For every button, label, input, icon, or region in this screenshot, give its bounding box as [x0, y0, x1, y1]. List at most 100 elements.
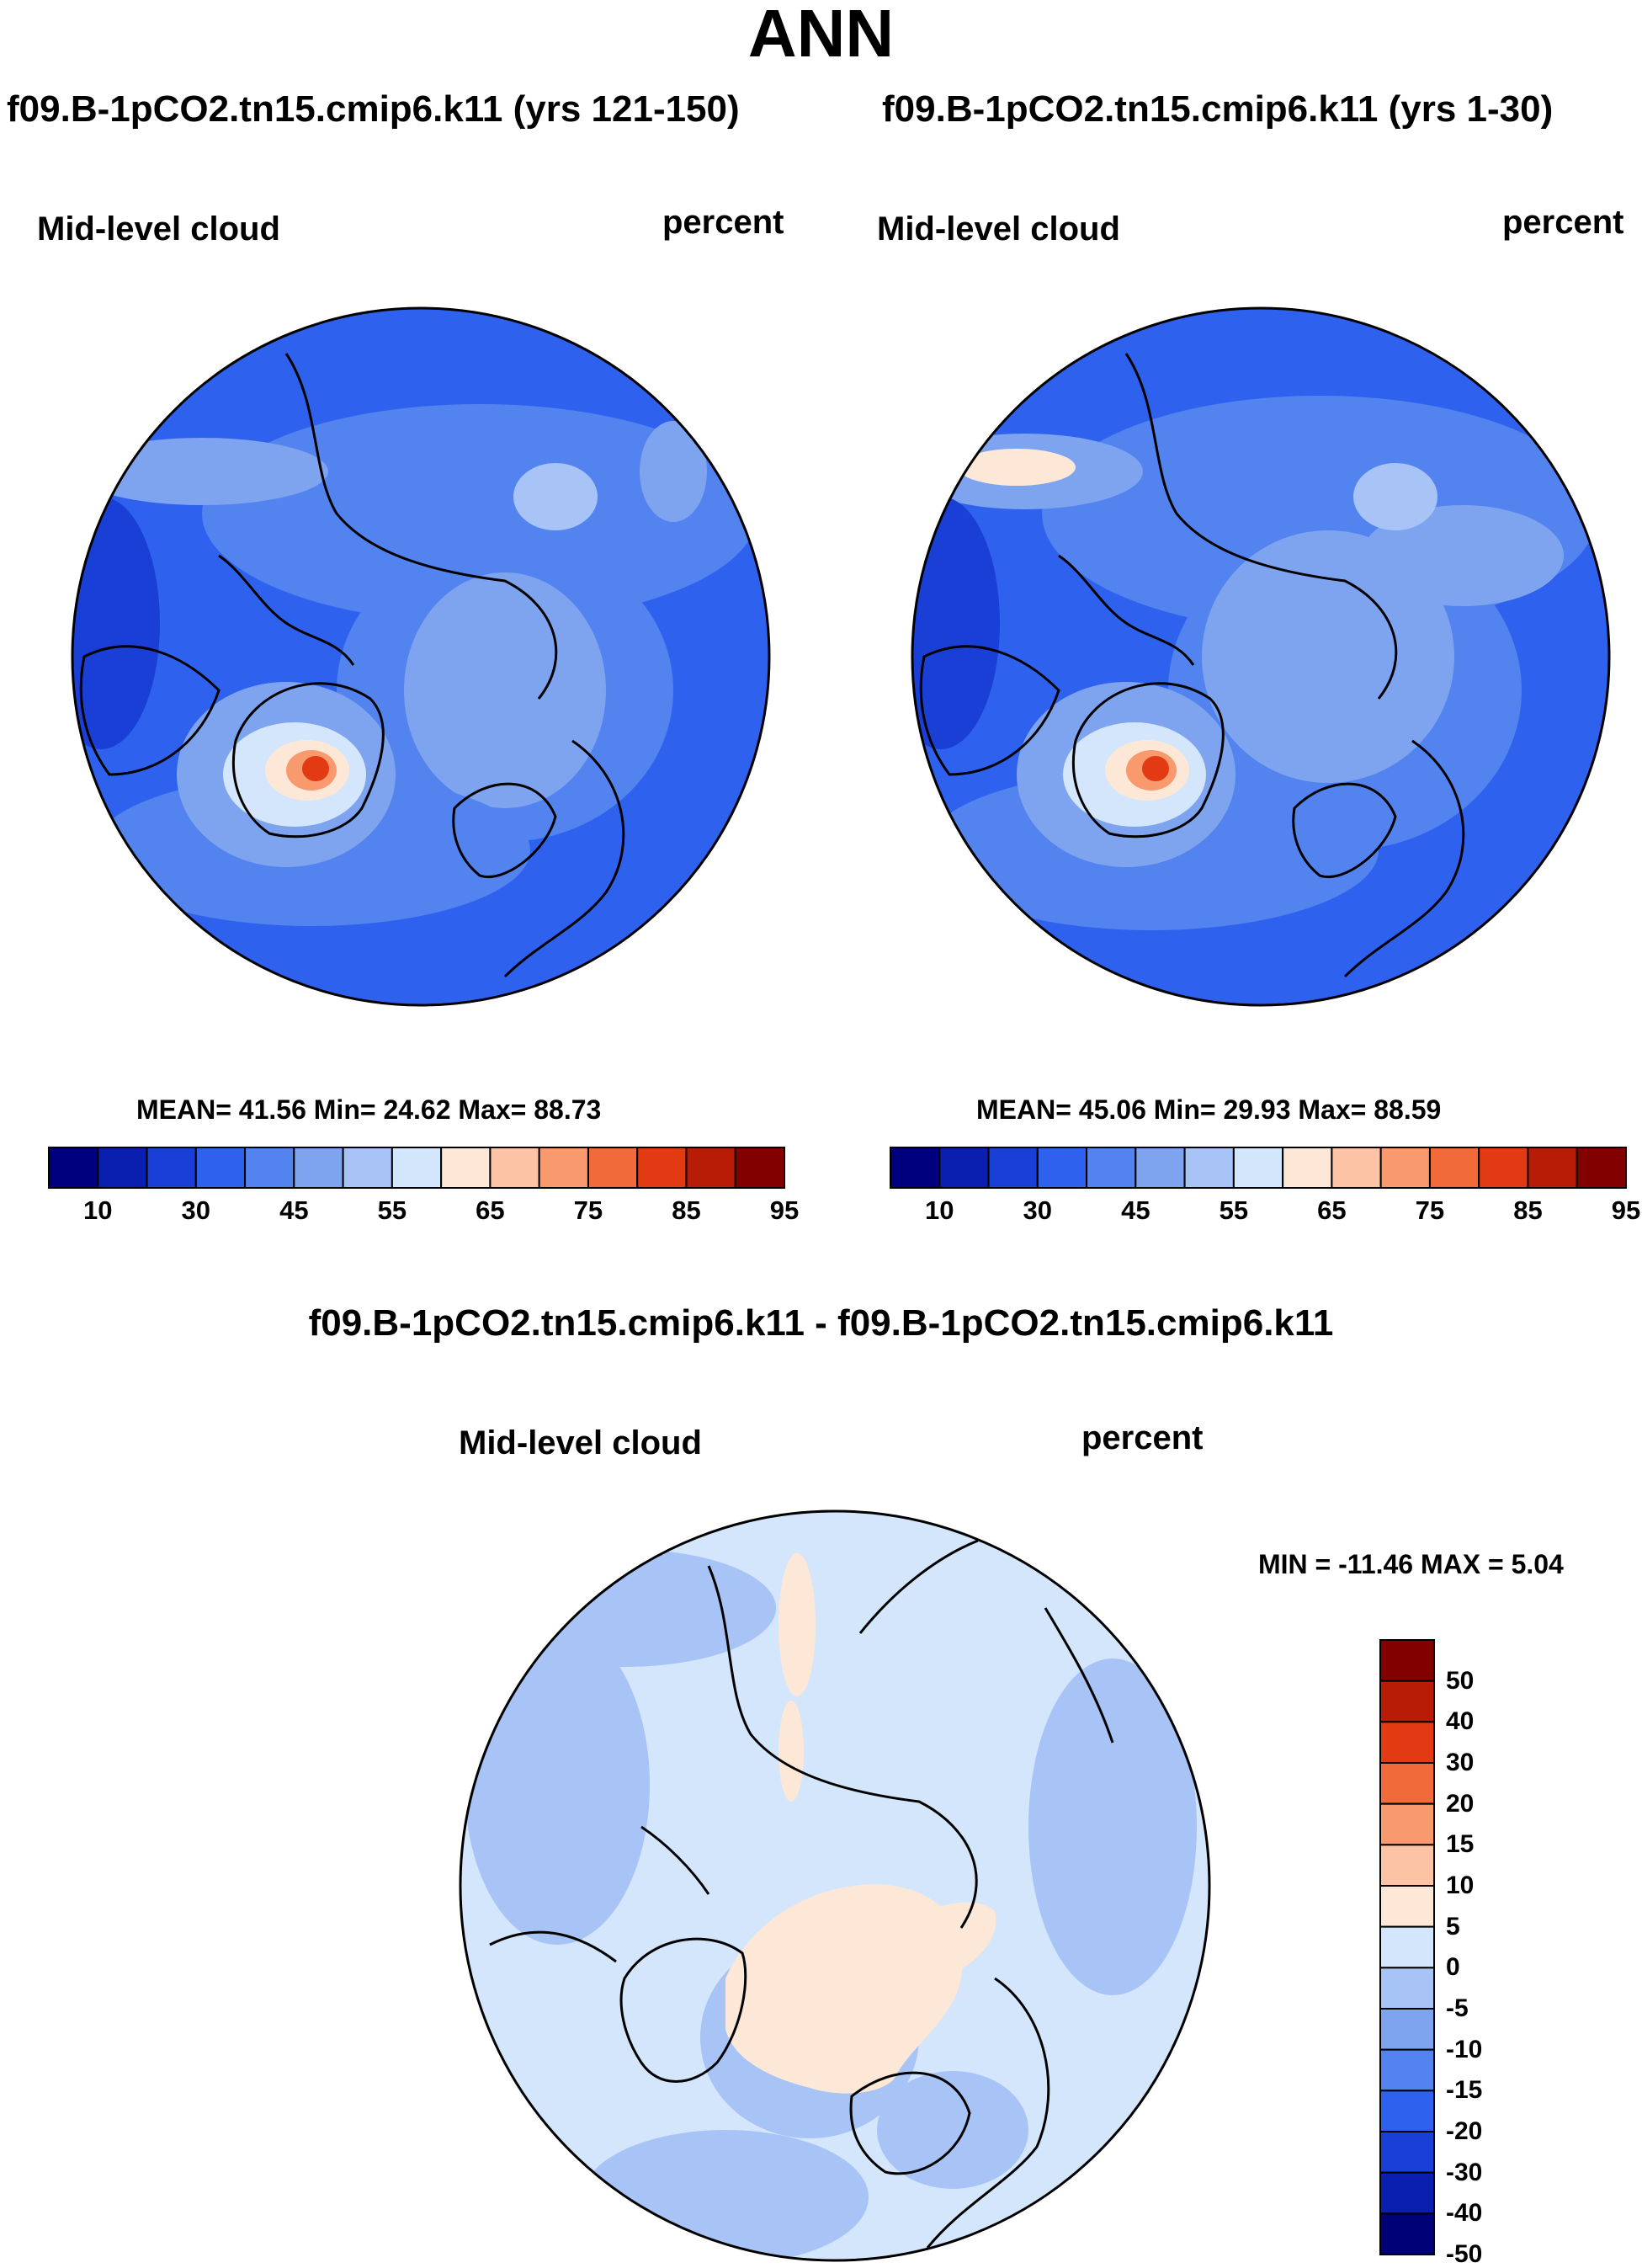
map2-boundary	[911, 306, 1611, 1007]
colorbar-box	[1379, 1802, 1435, 1846]
colorbar-box	[1379, 1639, 1435, 1682]
map1-coastline	[231, 682, 385, 839]
colorbar-tick-label: -10	[1446, 2035, 1483, 2063]
colorbar-tick-label: 50	[1446, 1666, 1475, 1695]
map3-diff-region	[778, 1701, 804, 1802]
colorbar-box	[587, 1147, 639, 1189]
map3-coastline	[849, 2071, 971, 2175]
colorbar-box	[1232, 1147, 1284, 1189]
colorbar-tick-label: -15	[1446, 2076, 1483, 2105]
colorbar-box	[1379, 1680, 1435, 1723]
map3-diff-region	[877, 2071, 1028, 2189]
colorbar-box	[1379, 1762, 1435, 1805]
map3-diff-region	[1028, 1658, 1197, 1995]
map1-cloud-region	[640, 421, 707, 522]
map2-coastline	[1124, 353, 1465, 978]
panel2-stats: MEAN= 45.06 Min= 29.93 Max= 88.59	[976, 1094, 1442, 1125]
panel1-units-label: percent	[662, 204, 784, 241]
colorbar-tick-label: -20	[1446, 2117, 1483, 2145]
colorbar-box	[293, 1147, 344, 1189]
colorbar-tick-label: 5	[1446, 1912, 1460, 1941]
colorbar-box	[1183, 1147, 1235, 1189]
map1-cloud-region	[76, 438, 328, 505]
map2-cloud-region	[912, 497, 1000, 749]
colorbar-box	[1379, 2090, 1435, 2132]
colorbar-tick-label: 10	[1446, 1871, 1475, 1899]
colorbar-box	[538, 1147, 589, 1189]
colorbar-box	[1379, 2008, 1435, 2051]
panel2-polar-map	[911, 306, 1611, 1007]
map3-coastline	[489, 1565, 1050, 2249]
colorbar-tick-label: -5	[1446, 1994, 1469, 2022]
map2-coastline	[919, 645, 1060, 776]
colorbar-tick-label: 40	[1446, 1707, 1475, 1736]
colorbar-box	[1135, 1147, 1186, 1189]
panel3-colorbar	[1379, 1639, 1435, 2255]
colorbar-box	[1379, 2212, 1435, 2255]
colorbar-tick-label: 30	[1023, 1195, 1053, 1225]
colorbar-box	[1036, 1147, 1088, 1189]
panel3-variable-label: Mid-level cloud	[459, 1424, 702, 1461]
colorbar-tick-label: 20	[1446, 1789, 1475, 1818]
colorbar-tick-label: 55	[1219, 1195, 1249, 1225]
panel2-colorbar	[890, 1147, 1628, 1189]
colorbar-box	[97, 1147, 148, 1189]
colorbar-box	[1576, 1147, 1628, 1189]
colorbar-tick-label: -40	[1446, 2199, 1483, 2228]
panel1-variable-label: Mid-level cloud	[37, 210, 280, 248]
colorbar-tick-label: 30	[181, 1195, 211, 1225]
map3-boundary	[459, 1509, 1211, 2262]
map1-cloud-region	[202, 404, 757, 623]
panel3-units-label: percent	[1081, 1419, 1204, 1456]
map1-boundary	[71, 306, 771, 1007]
colorbar-tick-label: 10	[83, 1195, 113, 1225]
colorbar-box	[391, 1147, 443, 1189]
panel2-variable-label: Mid-level cloud	[877, 210, 1120, 248]
colorbar-box	[1331, 1147, 1382, 1189]
colorbar-tick-label: 10	[925, 1195, 954, 1225]
colorbar-tick-label: 55	[377, 1195, 407, 1225]
colorbar-box	[1379, 1925, 1435, 1969]
colorbar-box	[1379, 1967, 1435, 2010]
colorbar-tick-label: 65	[1317, 1195, 1347, 1225]
map1-coastline	[452, 782, 557, 878]
map2-coastline	[1292, 782, 1397, 878]
map2-coastline	[1058, 554, 1195, 666]
colorbar-tick-label: 30	[1446, 1749, 1475, 1776]
colorbar-box	[244, 1147, 295, 1189]
panel3-stats: MIN = -11.46 MAX = 5.04	[1258, 1549, 1564, 1579]
panel2-units-label: percent	[1502, 204, 1624, 241]
colorbar-box	[1428, 1147, 1480, 1189]
colorbar-box	[1478, 1147, 1529, 1189]
colorbar-box	[734, 1147, 786, 1189]
map2-coastline	[1071, 682, 1225, 839]
colorbar-box	[1379, 2171, 1435, 2215]
colorbar-tick-label: 75	[1415, 1195, 1445, 1225]
colorbar-tick-label: 85	[1513, 1195, 1543, 1225]
colorbar-tick-label: 0	[1446, 1953, 1460, 1982]
map3-diff-region	[901, 1902, 996, 1978]
map3-diff-region	[473, 1549, 776, 1667]
map1-cloud-region	[302, 756, 329, 781]
colorbar-box	[194, 1147, 247, 1189]
colorbar-box	[48, 1147, 99, 1189]
colorbar-box	[1379, 1147, 1431, 1189]
colorbar-box	[342, 1147, 393, 1189]
colorbar-tick-label: 95	[769, 1195, 800, 1225]
panel3-polar-map	[459, 1509, 1211, 2262]
colorbar-tick-label: 15	[1446, 1830, 1475, 1859]
map3-coastline	[640, 1539, 1114, 1895]
colorbar-box	[1379, 1844, 1435, 1887]
map1-coastline	[284, 353, 625, 978]
colorbar-tick-label: 95	[1611, 1195, 1641, 1225]
colorbar-box	[489, 1147, 540, 1189]
colorbar-box	[890, 1147, 941, 1189]
map2-cloud-region	[958, 449, 1076, 486]
colorbar-box	[1527, 1147, 1578, 1189]
colorbar-box	[1379, 1721, 1435, 1765]
map3-coastline	[619, 1937, 747, 2083]
map3-diff-region	[465, 1625, 650, 1945]
map2-cloud-region	[1353, 463, 1437, 530]
map2-cloud-region	[1202, 530, 1454, 783]
colorbar-tick-label: 75	[573, 1195, 603, 1225]
